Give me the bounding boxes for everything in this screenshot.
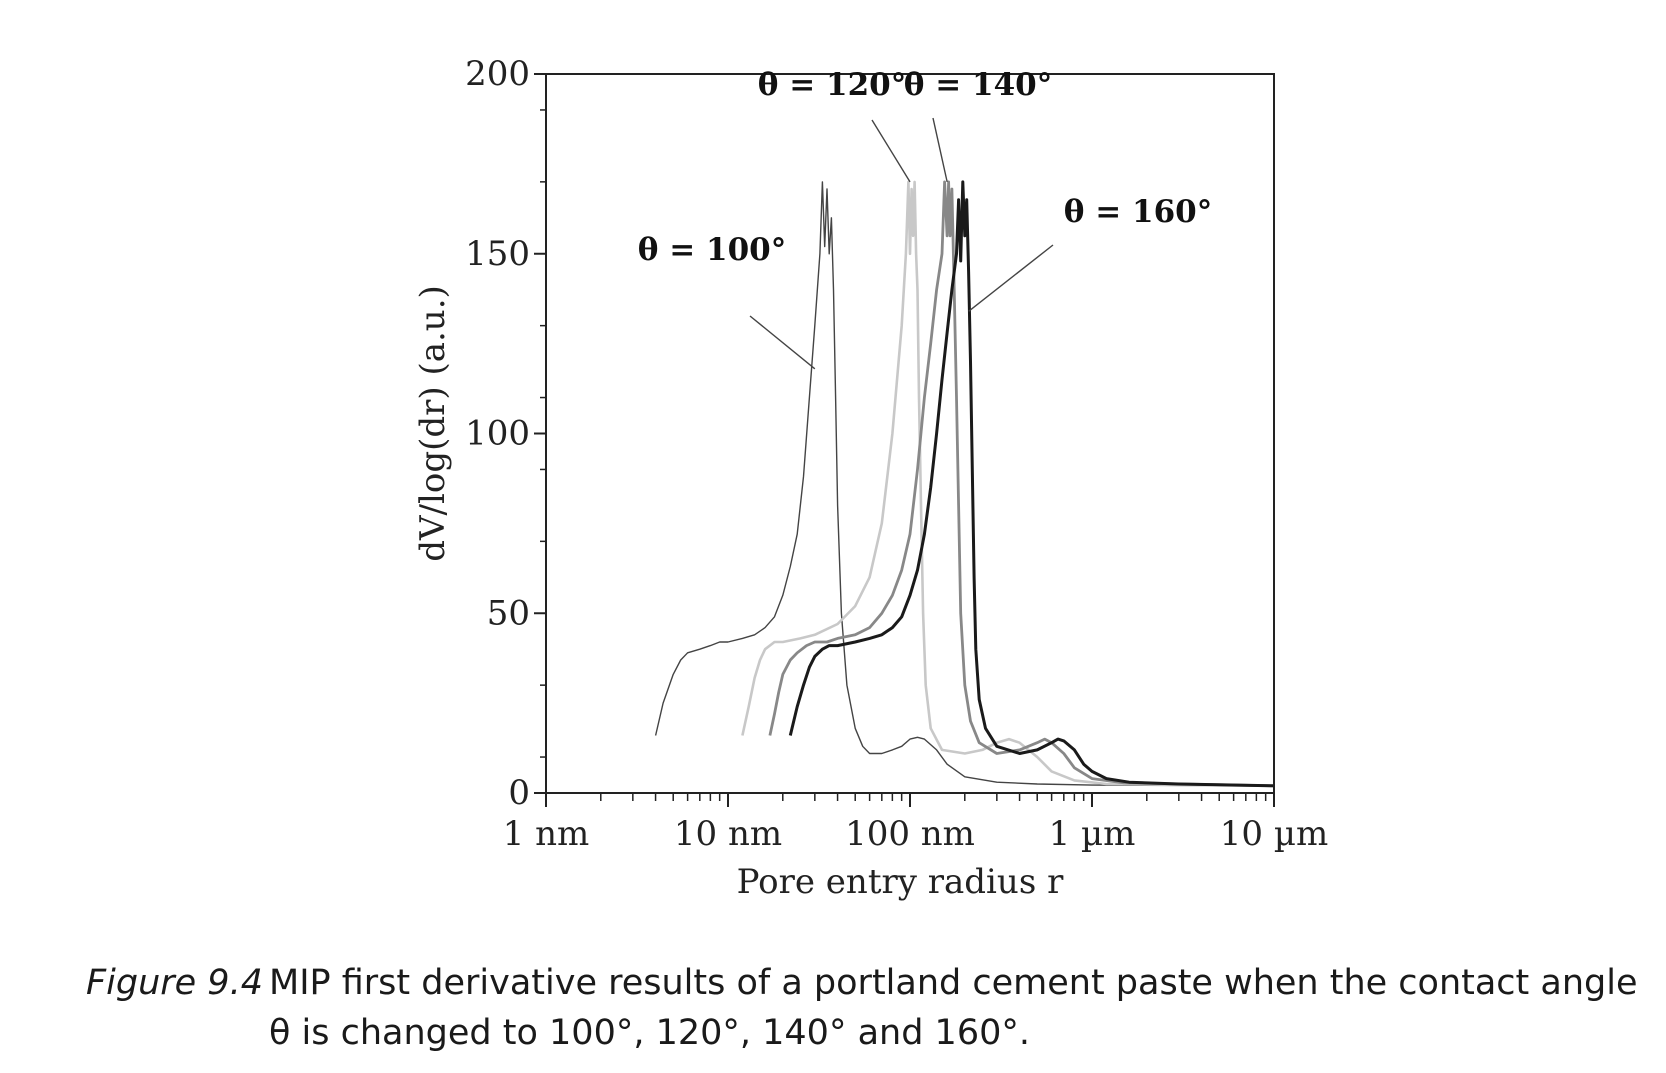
y-axis-label: dV/log(dr) (a.u.) [413, 285, 453, 562]
figure-caption-text: MIP first derivative results of a portla… [269, 963, 1638, 1053]
x-tick-label: 100 nm [845, 814, 975, 854]
annotation-leader-line [932, 117, 948, 183]
series-line-2 [741, 180, 1275, 788]
annotation-label: θ = 100° [638, 232, 786, 268]
y-tick-label: 150 [465, 234, 530, 274]
annotation-leader-line [968, 244, 1054, 312]
annotation-leader-line [871, 119, 911, 183]
y-tick-label: 200 [465, 54, 530, 94]
series-layer [654, 180, 1275, 788]
x-tick-label: 1 nm [503, 814, 590, 854]
series-line-3 [768, 180, 1275, 788]
y-tick-label: 0 [508, 773, 530, 813]
series-line-4 [788, 180, 1275, 788]
figure-label: Figure 9.4 [86, 963, 263, 1003]
x-axis-ticks: 1 nm 10 nm 100 nm 1 µm 10 µm [503, 793, 1328, 854]
y-tick-label: 50 [487, 593, 530, 633]
annotation-layer: θ = 100° θ = 120°θ = 140° θ = 160° [638, 67, 1212, 370]
y-axis-ticks: 0 50 100 150 200 [465, 54, 546, 813]
chart: 1 nm 10 nm 100 nm 1 µm 10 µm 0 50 100 150 200 θ … [413, 54, 1328, 902]
x-tick-label: 10 nm [674, 814, 782, 854]
x-tick-label: 1 µm [1049, 814, 1136, 854]
series-line-1 [654, 181, 1275, 787]
x-tick-label: 10 µm [1220, 814, 1328, 854]
y-tick-label: 100 [465, 414, 530, 454]
annotation-label: θ = 140° [904, 67, 1052, 103]
annotation-label: θ = 160° [1064, 194, 1212, 230]
annotation-leader-line [749, 315, 816, 370]
x-axis-label: Pore entry radius r [737, 862, 1064, 902]
figure-caption: Figure 9.4 MIP first derivative results o… [86, 958, 1646, 1058]
annotation-label: θ = 120° [758, 67, 906, 103]
